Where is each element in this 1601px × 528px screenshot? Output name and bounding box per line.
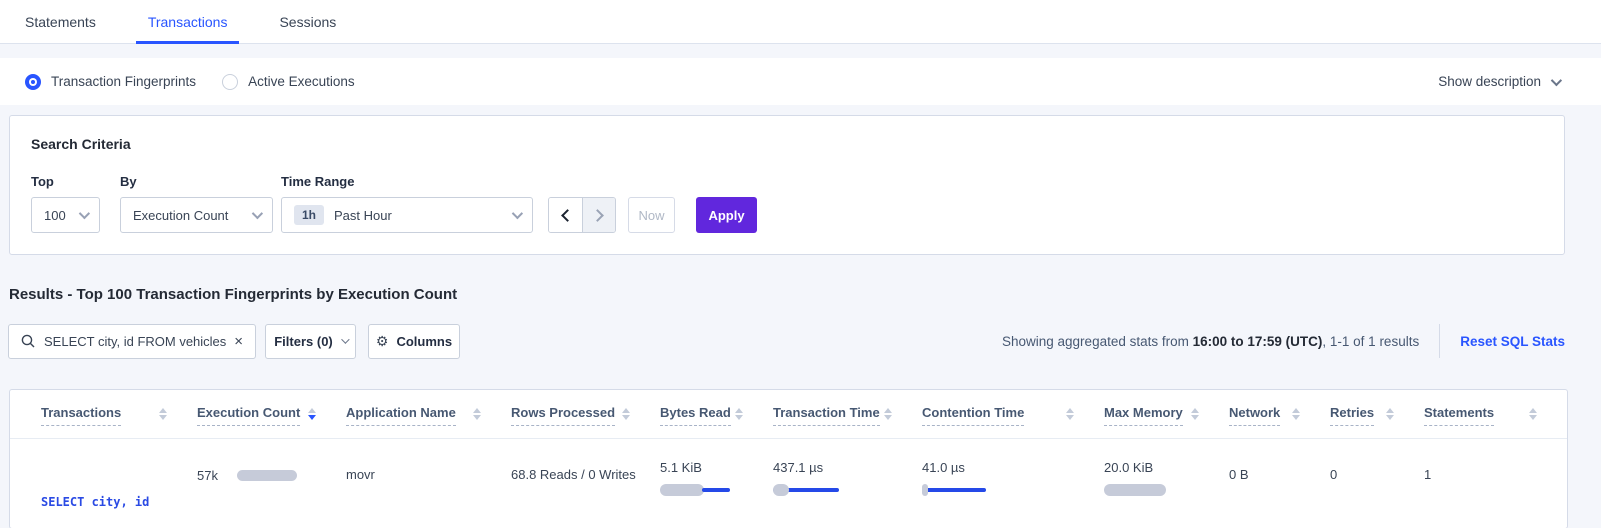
cell-max-memory: 20.0 KiB [1104,439,1229,512]
chevron-left-icon [561,208,574,222]
max-memory-bar [1104,484,1209,496]
top-select-value: 100 [44,207,66,223]
columns-label: Columns [396,333,453,349]
sort-toggle[interactable] [159,405,167,420]
execution-count-bar [237,470,297,481]
results-title: Results - Top 100 Transaction Fingerprin… [9,286,458,303]
results-controls: × Filters (0) ⚙ Columns Showing aggregat… [8,323,1565,359]
table-row: SELECT city, id FROM vehicles 57k movr 6… [10,439,1567,512]
radio-active-executions[interactable]: Active Executions [222,73,355,90]
radio-transaction-fingerprints[interactable]: Transaction Fingerprints [25,73,197,90]
gear-icon: ⚙ [375,332,389,349]
sort-toggle[interactable] [1191,405,1199,420]
col-header-contention-time: Contention Time [922,390,1104,438]
cell-rows-processed: 68.8 Reads / 0 Writes [511,467,636,482]
radio-unselected-icon [222,73,239,90]
filters-label: Filters (0) [274,333,333,349]
cell-application-name: movr [346,467,375,482]
sort-toggle[interactable] [622,405,630,420]
sql-search-input[interactable] [44,333,227,349]
chevron-down-icon [340,335,350,344]
cell-retries: 0 [1330,467,1338,482]
col-header-max-memory: Max Memory [1104,390,1229,438]
contention-time-bar [922,484,1084,496]
by-field: By Execution Count [120,174,273,233]
col-header-bytes-read: Bytes Read [660,390,773,438]
search-icon [21,334,35,348]
radio-selected-icon [25,73,41,90]
now-button[interactable]: Now [628,197,675,233]
search-criteria-title: Search Criteria [31,136,131,152]
transaction-fingerprint-link[interactable]: SELECT city, id FROM vehicles [41,495,150,510]
time-range-select[interactable]: 1h Past Hour [281,197,533,233]
chevron-down-icon [78,207,91,220]
time-nav-group [548,197,616,233]
chevron-down-icon [511,207,524,220]
sql-search-box: × [8,323,256,359]
sort-toggle[interactable] [1292,405,1300,420]
sort-toggle[interactable] [1386,405,1394,420]
apply-button[interactable]: Apply [696,197,757,233]
sort-toggle[interactable] [1529,405,1537,420]
time-range-badge: 1h [294,205,325,225]
cell-network: 0 B [1229,467,1249,482]
transactions-table: Transactions Execution Count Application… [9,389,1568,528]
bytes-read-bar [660,484,753,496]
col-header-transactions: Transactions [41,390,197,438]
filters-button[interactable]: Filters (0) [265,323,356,359]
col-header-application-name: Application Name [346,390,511,438]
time-range-value: Past Hour [334,207,392,223]
tab-transactions[interactable]: Transactions [135,0,240,44]
cell-contention-time: 41.0 µs [922,439,1104,512]
time-range-field: Time Range 1h Past Hour [281,174,533,233]
sort-toggle[interactable] [1066,405,1074,420]
divider [1439,324,1441,358]
time-next-button[interactable] [582,198,615,232]
col-header-retries: Retries [1330,390,1424,438]
time-prev-button[interactable] [549,198,582,232]
by-select[interactable]: Execution Count [120,197,273,233]
sort-toggle[interactable] [473,405,481,420]
stats-time-range: 16:00 to 17:59 (UTC) [1192,333,1323,349]
sort-toggle[interactable] [735,405,743,420]
top-label: Top [31,174,54,189]
col-header-execution-count: Execution Count [197,390,346,438]
col-header-network: Network [1229,390,1330,438]
radio-label: Transaction Fingerprints [51,74,197,89]
top-select[interactable]: 100 [31,197,100,233]
by-select-value: Execution Count [133,207,229,223]
show-description-toggle[interactable]: Show description [1438,74,1563,89]
aggregated-stats-text: Showing aggregated stats from 16:00 to 1… [1002,333,1420,349]
cell-transaction-time: 437.1 µs [773,439,922,512]
tab-statements[interactable]: Statements [25,13,96,30]
cell-execution-count: 57k [197,439,346,512]
transaction-time-bar [773,484,902,496]
time-range-label: Time Range [281,174,355,189]
search-criteria-panel: Search Criteria Top 100 By Execution Cou… [9,115,1565,255]
show-description-label: Show description [1438,74,1541,89]
reset-sql-stats-link[interactable]: Reset SQL Stats [1460,333,1565,349]
clear-search-icon[interactable]: × [234,332,243,350]
chevron-down-icon [1550,74,1563,86]
cell-statements: 1 [1424,467,1432,482]
cell-transaction-fingerprint: SELECT city, id FROM vehicles [41,439,197,512]
col-header-transaction-time: Transaction Time [773,390,922,438]
view-mode-bar: Transaction Fingerprints Active Executio… [0,58,1601,105]
chevron-down-icon [251,207,264,220]
chevron-right-icon [590,208,604,222]
by-label: By [120,174,137,189]
col-header-rows-processed: Rows Processed [511,390,660,438]
tab-sessions[interactable]: Sessions [279,13,337,30]
sort-toggle[interactable] [884,405,892,420]
table-header-row: Transactions Execution Count Application… [10,390,1567,439]
sort-toggle-active-desc[interactable] [308,405,316,420]
columns-button[interactable]: ⚙ Columns [368,323,460,359]
top-field: Top 100 [31,174,110,233]
col-header-statements: Statements [1424,390,1567,438]
radio-label: Active Executions [248,74,355,89]
cell-bytes-read: 5.1 KiB [660,439,773,512]
page-tabbar: Statements Transactions Sessions [0,0,1601,44]
